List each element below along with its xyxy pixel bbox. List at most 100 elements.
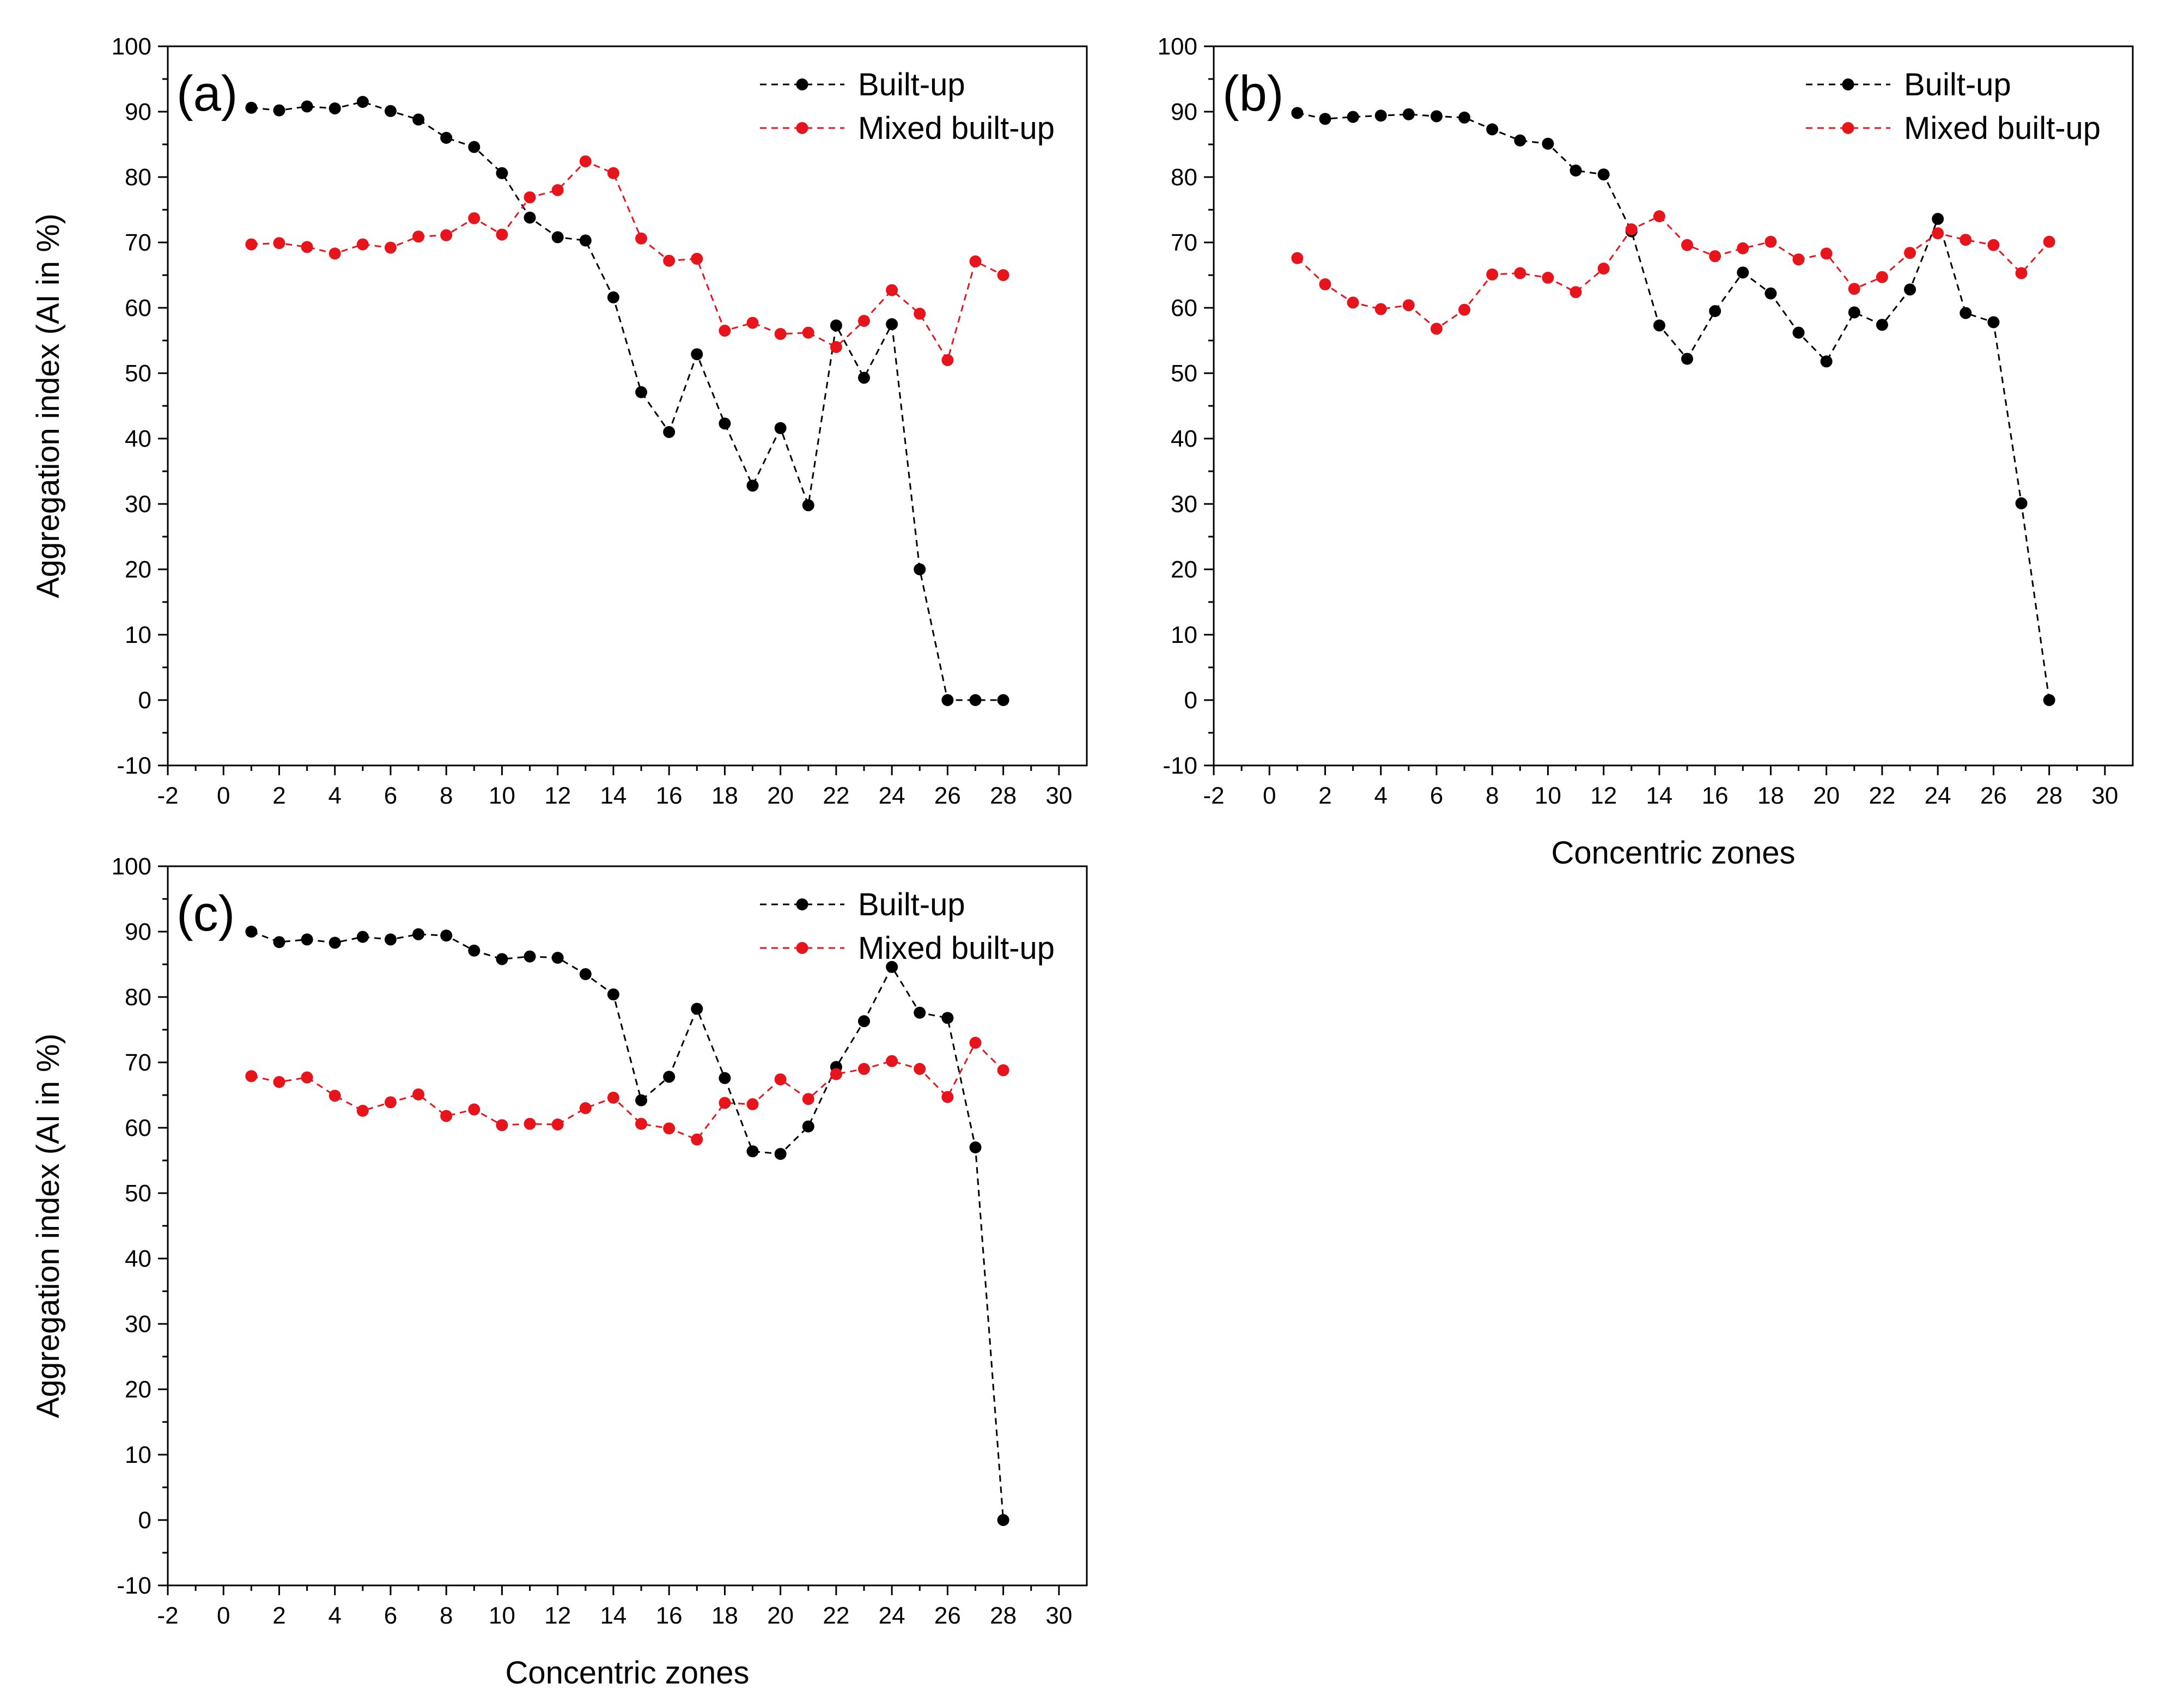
data-point xyxy=(440,229,453,241)
x-axis-title: Concentric zones xyxy=(1551,835,1795,871)
x-tick-label: 22 xyxy=(823,1602,849,1629)
data-point xyxy=(746,1145,759,1158)
x-tick-label: 30 xyxy=(1045,1602,1072,1629)
data-point xyxy=(607,988,619,1001)
x-tick-label: 2 xyxy=(1318,782,1331,809)
data-point xyxy=(328,937,341,949)
x-tick-label: 18 xyxy=(711,1602,738,1629)
data-point xyxy=(1514,267,1526,279)
x-tick-label: 14 xyxy=(600,1602,626,1629)
x-tick-label: 20 xyxy=(767,782,794,809)
data-point xyxy=(468,944,480,957)
x-tick-label: 2 xyxy=(272,782,285,809)
legend-marker xyxy=(1842,78,1854,90)
data-point xyxy=(719,1097,731,1109)
data-point xyxy=(802,326,814,339)
data-point xyxy=(356,238,369,251)
data-point xyxy=(1430,110,1443,123)
data-point xyxy=(1514,134,1526,147)
legend-label: Built-up xyxy=(1904,67,2011,102)
data-point xyxy=(1569,165,1582,177)
data-point xyxy=(830,1068,842,1080)
plot-frame xyxy=(167,45,1088,767)
data-point xyxy=(1653,319,1665,332)
data-point xyxy=(774,422,787,434)
data-point xyxy=(356,96,369,108)
data-point xyxy=(328,247,341,260)
panel-label: (c) xyxy=(177,886,235,941)
data-point xyxy=(1653,210,1665,222)
data-point xyxy=(1625,223,1638,235)
series-line-2 xyxy=(251,1041,1004,1141)
x-tick-label: 16 xyxy=(656,782,683,809)
data-point xyxy=(440,1110,453,1122)
series-line-2 xyxy=(251,160,1004,362)
x-tick-label: 4 xyxy=(1374,782,1387,809)
data-point xyxy=(440,929,453,942)
x-tick-label: -2 xyxy=(1203,782,1224,809)
x-tick-label: 8 xyxy=(1486,782,1499,809)
y-tick-label: 30 xyxy=(125,1311,151,1338)
x-tick-label: 0 xyxy=(217,1602,230,1629)
x-tick-label: 24 xyxy=(1925,782,1951,809)
x-tick-label: -2 xyxy=(157,782,178,809)
x-tick-label: 18 xyxy=(1757,782,1784,809)
data-point xyxy=(551,231,564,244)
data-point xyxy=(802,1120,814,1133)
panel-label: (a) xyxy=(177,66,238,121)
data-point xyxy=(328,1090,341,1102)
data-point xyxy=(1347,296,1359,309)
data-point xyxy=(1960,234,1972,246)
y-tick-label: 40 xyxy=(125,426,151,452)
data-point xyxy=(1291,252,1304,264)
x-tick-label: 16 xyxy=(656,1602,683,1629)
data-point xyxy=(551,184,564,196)
x-tick-label: 14 xyxy=(1646,782,1672,809)
y-tick-label: 20 xyxy=(1171,556,1197,583)
data-point xyxy=(1374,303,1387,315)
x-tick-label: 12 xyxy=(1590,782,1617,809)
data-point xyxy=(941,1091,954,1103)
y-tick-label: 80 xyxy=(125,164,151,191)
x-tick-label: 8 xyxy=(440,782,453,809)
data-point xyxy=(245,238,258,251)
data-point xyxy=(384,1096,397,1109)
legend-marker xyxy=(796,898,808,910)
data-point xyxy=(969,694,982,706)
data-point xyxy=(941,1012,954,1024)
series-line-1 xyxy=(1297,112,2051,701)
data-point xyxy=(1737,266,1749,279)
data-point xyxy=(607,291,619,303)
data-point xyxy=(1709,305,1721,317)
data-point xyxy=(1402,108,1415,120)
data-point xyxy=(1848,283,1860,295)
data-point xyxy=(579,155,592,168)
x-tick-label: 2 xyxy=(272,1602,285,1629)
data-point xyxy=(746,479,759,492)
x-tick-label: 10 xyxy=(489,782,515,809)
plot-frame xyxy=(1213,45,2134,767)
data-point xyxy=(468,1103,480,1116)
legend-label: Built-up xyxy=(858,67,965,102)
legend-marker xyxy=(796,122,808,134)
data-point xyxy=(997,269,1009,281)
data-point xyxy=(663,1122,676,1135)
y-tick-label: 0 xyxy=(138,687,151,714)
data-point xyxy=(273,237,285,250)
x-tick-label: 28 xyxy=(2036,782,2062,809)
data-point xyxy=(802,499,814,512)
data-point xyxy=(2043,694,2055,706)
data-point xyxy=(524,950,536,963)
data-point xyxy=(440,132,453,144)
x-tick-label: 24 xyxy=(879,782,905,809)
x-tick-label: 10 xyxy=(489,1602,515,1629)
data-point xyxy=(384,241,397,254)
data-point xyxy=(412,113,425,126)
data-point xyxy=(245,1070,258,1083)
y-tick-label: 60 xyxy=(1171,295,1197,321)
data-point xyxy=(635,1094,648,1107)
data-point xyxy=(635,232,648,245)
y-tick-label: -10 xyxy=(117,1572,151,1599)
data-point xyxy=(969,1141,982,1153)
data-point xyxy=(914,563,926,575)
